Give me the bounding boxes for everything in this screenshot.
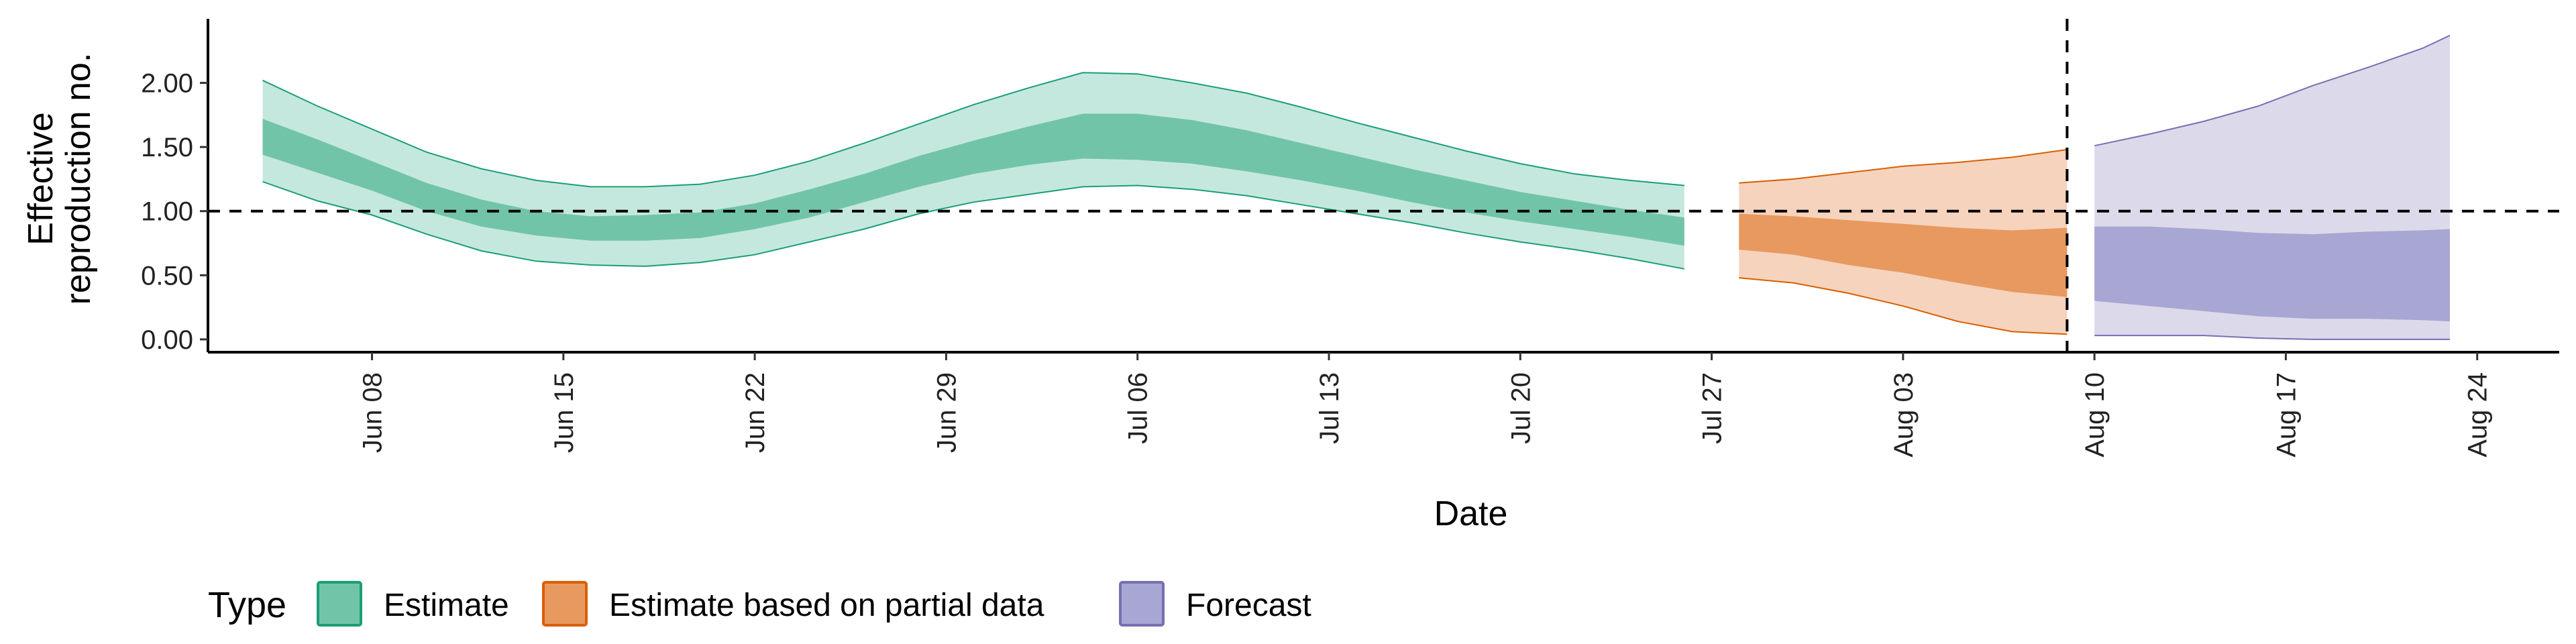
reference-lines-layer bbox=[208, 19, 2559, 352]
legend-label-estimate: Estimate bbox=[384, 588, 509, 623]
y-tick-label: 2.00 bbox=[141, 69, 193, 99]
partial-upper-edge bbox=[1739, 149, 2068, 184]
bands-layer bbox=[262, 34, 2451, 340]
estimate-lower-edge bbox=[262, 180, 1684, 270]
x-axis-title: Date bbox=[1434, 494, 1508, 533]
partial-lower-edge bbox=[1739, 277, 2068, 335]
x-tick-label: Jun 15 bbox=[549, 372, 579, 453]
x-tick-label: Aug 03 bbox=[1889, 372, 1919, 458]
partial-band-50 bbox=[1739, 213, 2068, 297]
labels-layer: 0.00 0.50 1.00 1.50 2.00 Jun 08 Jun 15 Jun 22 Ju… bbox=[21, 53, 2493, 533]
x-tick-label: Jun 08 bbox=[358, 372, 388, 453]
forecast-band-50 bbox=[2094, 226, 2450, 322]
forecast-lower-edge bbox=[2094, 335, 2450, 340]
legend: Type Estimate Estimate based on partial da… bbox=[208, 581, 1311, 627]
y-tick-label: 0.50 bbox=[141, 261, 193, 290]
legend-key-estimate bbox=[317, 581, 362, 627]
x-tick-label: Jun 22 bbox=[741, 372, 770, 453]
x-tick-label: Aug 10 bbox=[2080, 372, 2110, 458]
x-tick-label: Aug 17 bbox=[2271, 372, 2301, 458]
x-tick-label: Jul 20 bbox=[1506, 372, 1536, 444]
y-axis-title-line: reproduction no. bbox=[59, 53, 98, 305]
y-tick-label: 1.00 bbox=[141, 197, 193, 227]
y-tick-label: 0.00 bbox=[141, 325, 193, 355]
x-tick-label: Jun 29 bbox=[932, 372, 961, 453]
legend-label-partial: Estimate based on partial data bbox=[609, 588, 1044, 623]
y-tick-label: 1.50 bbox=[141, 133, 193, 162]
legend-key-partial bbox=[542, 581, 588, 627]
x-tick-label: Jul 06 bbox=[1124, 372, 1153, 444]
x-tick-label: Aug 24 bbox=[2463, 372, 2493, 458]
legend-title: Type bbox=[208, 585, 286, 625]
x-tick-label: Jul 27 bbox=[1698, 372, 1727, 444]
legend-label-forecast: Forecast bbox=[1186, 588, 1311, 623]
x-tick-label: Jul 13 bbox=[1315, 372, 1344, 444]
estimate-upper-edge bbox=[262, 72, 1684, 188]
forecast-upper-edge bbox=[2094, 34, 2451, 147]
estimate-band-50 bbox=[262, 113, 1684, 246]
y-axis-title-line: Effective bbox=[21, 112, 60, 245]
axes-layer bbox=[200, 19, 2559, 360]
legend-key-forecast bbox=[1119, 581, 1165, 627]
